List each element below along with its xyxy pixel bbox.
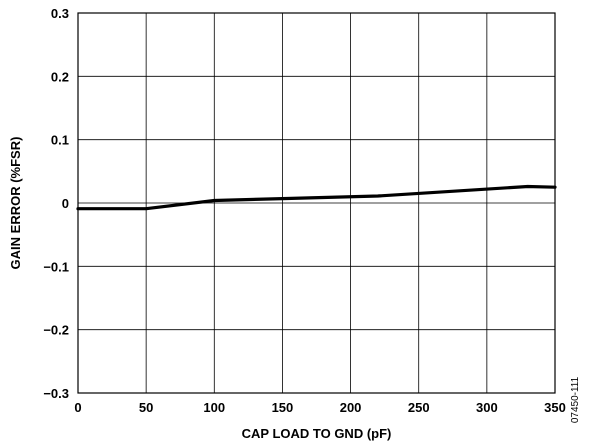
x-tick-label: 150 — [272, 400, 294, 415]
plot-frame — [77, 12, 556, 394]
grid — [77, 12, 556, 394]
x-tick-label: 350 — [544, 400, 566, 415]
y-tick-label: −0.3 — [43, 386, 69, 401]
x-tick-label: 50 — [139, 400, 153, 415]
x-tick-label: 100 — [203, 400, 225, 415]
y-axis-label: GAIN ERROR (%FSR) — [8, 137, 23, 270]
x-tick-labels: 0 50 100 150 200 250 300 350 — [74, 400, 565, 415]
y-tick-label: 0.1 — [51, 133, 69, 148]
y-tick-label: −0.1 — [43, 259, 69, 274]
y-tick-label: −0.2 — [43, 323, 69, 338]
series-layer — [76, 184, 557, 211]
y-tick-label: 0.3 — [51, 6, 69, 21]
y-tick-labels: 0.3 0.2 0.1 0 −0.1 −0.2 −0.3 — [43, 6, 69, 401]
series-line — [76, 184, 557, 211]
y-tick-label: 0 — [62, 196, 69, 211]
x-tick-label: 250 — [408, 400, 430, 415]
x-tick-label: 200 — [340, 400, 362, 415]
x-tick-label: 300 — [476, 400, 498, 415]
x-tick-label: 0 — [74, 400, 81, 415]
figure-code: 07450-111 — [570, 376, 581, 423]
x-axis-label: CAP LOAD TO GND (pF) — [242, 426, 392, 441]
y-tick-label: 0.2 — [51, 69, 69, 84]
